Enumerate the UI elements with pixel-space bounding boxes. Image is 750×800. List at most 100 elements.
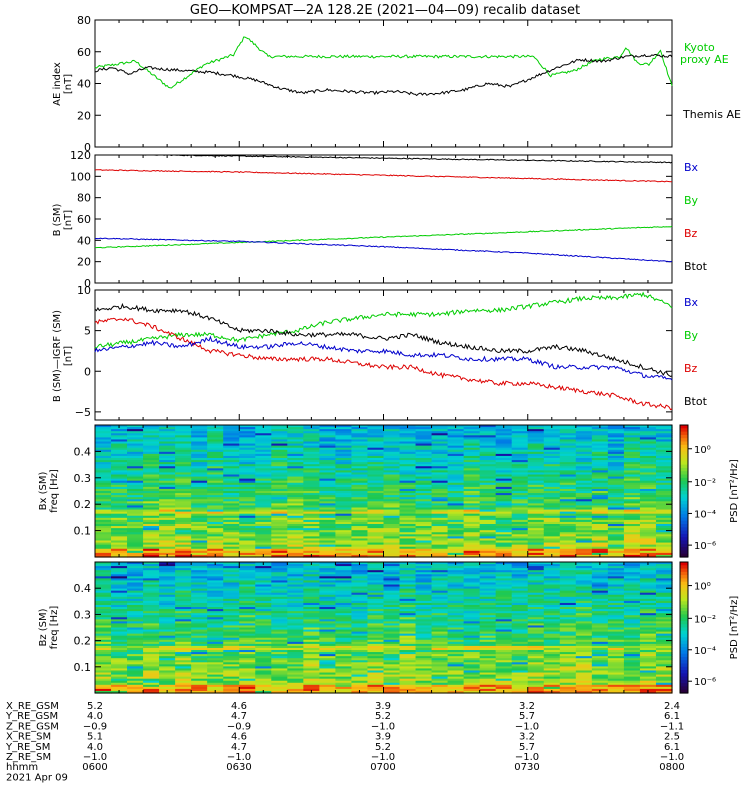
spectrogram-cell [495,466,513,469]
spectrogram-cell [223,578,240,582]
spectrogram-cell [479,590,497,594]
spectrogram-cell [463,562,481,565]
spectrogram-cell [495,633,513,637]
y-tick-label: 40 [77,234,91,247]
spectrogram-cell [431,433,449,436]
spectrogram-cell [383,546,401,550]
spectrogram-cell [223,656,240,659]
spectrogram-cell [543,524,561,527]
spectrogram-cell [543,662,561,665]
spectrogram-cell [383,656,401,659]
spectrogram-cell [479,470,497,474]
spectrogram-cell [399,517,417,521]
spectrogram-cell [623,564,641,567]
spectrogram-cell [463,513,481,517]
spectrogram-cell [463,654,481,657]
spectrogram-cell [223,623,240,627]
spectrogram-cell [335,664,353,667]
colorbar-segment [680,517,688,522]
spectrogram-cell [223,690,240,694]
spectrogram-cell [191,635,208,639]
spectrogram-cell [511,633,529,637]
spectrogram-cell [447,647,465,651]
spectrogram-cell [111,464,128,467]
spectrogram-cell [575,598,593,602]
spectrogram-cell [655,453,673,457]
spectrogram-cell [591,586,609,590]
spectrogram-cell [447,629,465,633]
spectrogram-cell [607,509,625,513]
spectrogram-cell [495,647,513,651]
spectrogram-cell [255,429,272,432]
spectrogram-cell [367,672,385,676]
spectrogram-cell [383,643,401,647]
spectrogram-cell [223,482,240,486]
colorbar-segment [680,474,688,479]
spectrogram-cell [351,433,369,436]
spectrogram-cell [463,534,481,537]
spectrogram-cell [335,645,353,649]
spectrogram-cell [191,466,208,469]
spectrogram-cell [175,451,192,455]
series-line-btot [94,302,673,377]
spectrogram-cell [479,656,497,659]
spectrogram-cell [255,484,272,488]
spectrogram-cell [175,652,192,655]
spectrogram-cell [575,574,593,577]
spectrogram-cell [383,664,401,667]
spectrogram-cell [575,447,593,451]
spectrogram-cell [191,491,208,494]
spectrogram-cell [495,576,513,579]
spectrogram-cell [335,445,353,449]
spectrogram-cell [207,652,224,655]
spectrogram-cell [223,445,240,449]
spectrogram-cell [415,478,433,482]
spectrogram-cell [191,578,208,582]
spectrogram-cell [303,652,320,655]
spectrogram-cell [463,451,481,455]
spectrogram-cell [175,686,192,690]
spectrogram-cell [159,678,176,682]
spectrogram-cell [607,562,625,565]
spectrogram-cell [271,445,288,449]
spectrogram-cell [255,482,272,486]
spectrogram-cell [319,635,337,639]
spectrogram-cell [543,570,561,573]
spectrogram-cell [303,580,320,584]
spectrogram-cell [511,564,529,567]
spectrogram-cell [527,670,545,674]
spectrogram-cell [431,564,449,567]
spectrogram-cell [111,538,128,542]
spectrogram-cell [511,635,529,639]
spectrogram-cell [271,582,288,586]
spectrogram-cell [95,532,112,535]
spectrogram-cell [527,621,545,625]
spectrogram-cell [639,570,657,573]
spectrogram-cell [175,455,192,459]
spectrogram-cell [127,633,144,637]
spectrogram-cell [367,609,385,612]
spectrogram-cell [447,617,465,620]
spectrogram-cell [143,435,160,438]
spectrogram-cell [207,550,224,554]
spectrogram-cell [495,662,513,665]
spectrogram-cell [431,652,449,655]
spectrogram-cell [559,460,577,463]
spectrogram-cell [479,530,497,533]
spectrogram-cell [319,542,337,546]
spectrogram-cell [319,600,337,604]
spectrogram-cell [463,515,481,519]
spectrogram-cell [175,574,192,577]
spectrogram-cell [447,532,465,535]
spectrogram-cell [527,480,545,484]
spectrogram-cell [383,678,401,682]
spectrogram-cell [463,645,481,649]
spectrogram-cell [271,441,288,445]
spectrogram-cell [255,544,272,548]
spectrogram-cell [383,493,401,496]
spectrogram-cell [335,572,353,575]
spectrogram-cell [351,447,369,451]
spectrogram-cell [255,524,272,527]
spectrogram-cell [511,645,529,649]
spectrogram-cell [431,495,449,498]
